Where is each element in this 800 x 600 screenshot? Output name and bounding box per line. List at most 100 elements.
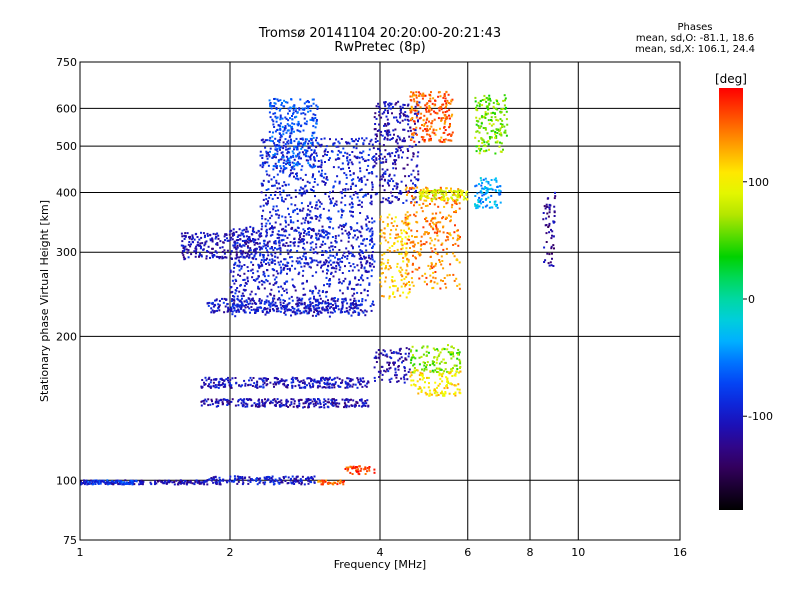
data-point (394, 154, 396, 157)
data-point (281, 287, 284, 290)
data-point (445, 376, 448, 379)
data-point (307, 406, 310, 409)
data-point (426, 283, 428, 286)
data-point (347, 468, 350, 471)
data-point (421, 374, 424, 377)
data-point (206, 479, 209, 482)
data-point (296, 377, 299, 380)
data-point (125, 483, 128, 485)
data-point (435, 129, 438, 132)
data-point (411, 107, 413, 110)
data-point (490, 194, 493, 197)
data-point (223, 252, 226, 255)
data-point (459, 370, 462, 373)
data-point (403, 114, 406, 116)
data-point (270, 139, 273, 142)
data-point (441, 380, 444, 383)
data-point (281, 156, 284, 159)
data-point (258, 242, 261, 245)
data-point (483, 94, 486, 97)
data-point (420, 235, 423, 238)
data-point (341, 260, 344, 263)
data-point (272, 120, 275, 123)
data-point (375, 158, 378, 161)
data-point (410, 371, 413, 374)
data-point (302, 406, 305, 409)
data-point (298, 163, 301, 166)
data-point (367, 254, 370, 257)
data-point (341, 192, 344, 195)
data-point (293, 244, 296, 247)
data-point (353, 155, 356, 158)
data-point (300, 222, 303, 225)
data-point (326, 377, 329, 380)
data-point (350, 398, 352, 401)
data-point (415, 126, 418, 129)
data-point (400, 145, 403, 148)
data-point (233, 282, 236, 285)
data-point (227, 381, 230, 384)
data-point (269, 227, 272, 230)
data-point (357, 470, 360, 473)
data-point (295, 148, 298, 151)
data-point (431, 226, 434, 229)
data-point (361, 274, 364, 277)
data-point (303, 252, 306, 255)
data-point (386, 109, 389, 112)
data-point (326, 237, 329, 240)
data-point (275, 377, 278, 380)
data-point (334, 240, 337, 242)
data-point (382, 353, 385, 356)
data-point (340, 216, 343, 219)
data-point (362, 377, 365, 380)
data-point (272, 156, 275, 158)
data-point (433, 231, 436, 234)
data-point (372, 303, 375, 306)
data-point (227, 376, 229, 379)
data-point (321, 300, 324, 303)
data-point (308, 265, 311, 268)
data-point (501, 108, 504, 111)
data-point (414, 143, 417, 146)
data-point (361, 227, 364, 230)
data-point (419, 116, 422, 119)
data-point (263, 308, 266, 311)
data-point (305, 100, 308, 103)
data-point (316, 309, 318, 312)
data-point (364, 183, 367, 186)
data-point (477, 199, 480, 201)
data-point (177, 483, 180, 486)
data-point (275, 276, 278, 279)
data-point (431, 212, 434, 215)
data-point (413, 363, 416, 366)
data-point (316, 312, 319, 315)
data-point (254, 239, 257, 242)
data-point (367, 381, 370, 384)
data-point (351, 246, 354, 249)
data-point (279, 246, 282, 249)
data-point (405, 184, 407, 187)
data-point (423, 199, 426, 202)
data-point (432, 228, 435, 231)
data-point (420, 373, 423, 375)
data-point (283, 290, 286, 292)
data-point (389, 233, 392, 236)
data-point (340, 151, 343, 154)
data-point (259, 252, 262, 255)
data-point (418, 374, 421, 377)
data-point (309, 221, 312, 224)
data-point (420, 389, 423, 392)
data-point (98, 480, 101, 483)
data-point (447, 102, 450, 104)
data-point (417, 119, 419, 122)
data-point (282, 476, 285, 478)
data-point (135, 479, 138, 482)
data-point (209, 233, 212, 236)
data-point (332, 307, 335, 310)
data-point (348, 231, 350, 234)
data-point (167, 479, 170, 482)
data-point (272, 131, 274, 134)
data-point (245, 299, 248, 302)
data-point (317, 303, 320, 306)
data-point (278, 290, 280, 293)
